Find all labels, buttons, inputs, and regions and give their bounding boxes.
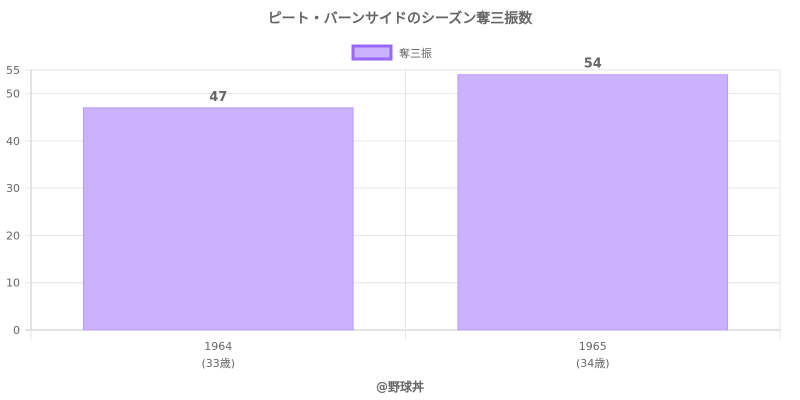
y-tick-label: 40 <box>6 135 20 148</box>
y-tick-label: 20 <box>6 229 20 242</box>
x-tick-label: 1965 <box>579 340 607 353</box>
data-label: 54 <box>584 57 602 72</box>
bar <box>82 107 354 331</box>
x-tick-label: 1964 <box>204 340 232 353</box>
y-tick-label: 30 <box>6 182 20 195</box>
legend-swatch <box>351 44 393 61</box>
x-axis-labels: 1964 (33歳) 1965 (34歳) <box>201 340 609 370</box>
chart-title: ピート・バーンサイドのシーズン奪三振数 <box>268 10 534 27</box>
y-tick-label: 0 <box>13 324 20 337</box>
legend[interactable]: 奪三振 <box>351 44 432 61</box>
y-tick-label: 50 <box>6 88 20 101</box>
y-tick-label: 10 <box>6 277 20 290</box>
footer-credit: @野球丼 <box>376 379 424 394</box>
bar <box>457 74 729 331</box>
y-axis-ticks: 0 10 20 30 40 50 55 <box>6 64 20 337</box>
data-label: 47 <box>209 90 227 105</box>
bars: 47 54 <box>82 57 729 331</box>
legend-label: 奪三振 <box>399 46 432 60</box>
y-tick-label: 55 <box>6 64 20 77</box>
x-tick-sublabel: (33歳) <box>201 357 235 370</box>
x-tick-sublabel: (34歳) <box>576 357 610 370</box>
